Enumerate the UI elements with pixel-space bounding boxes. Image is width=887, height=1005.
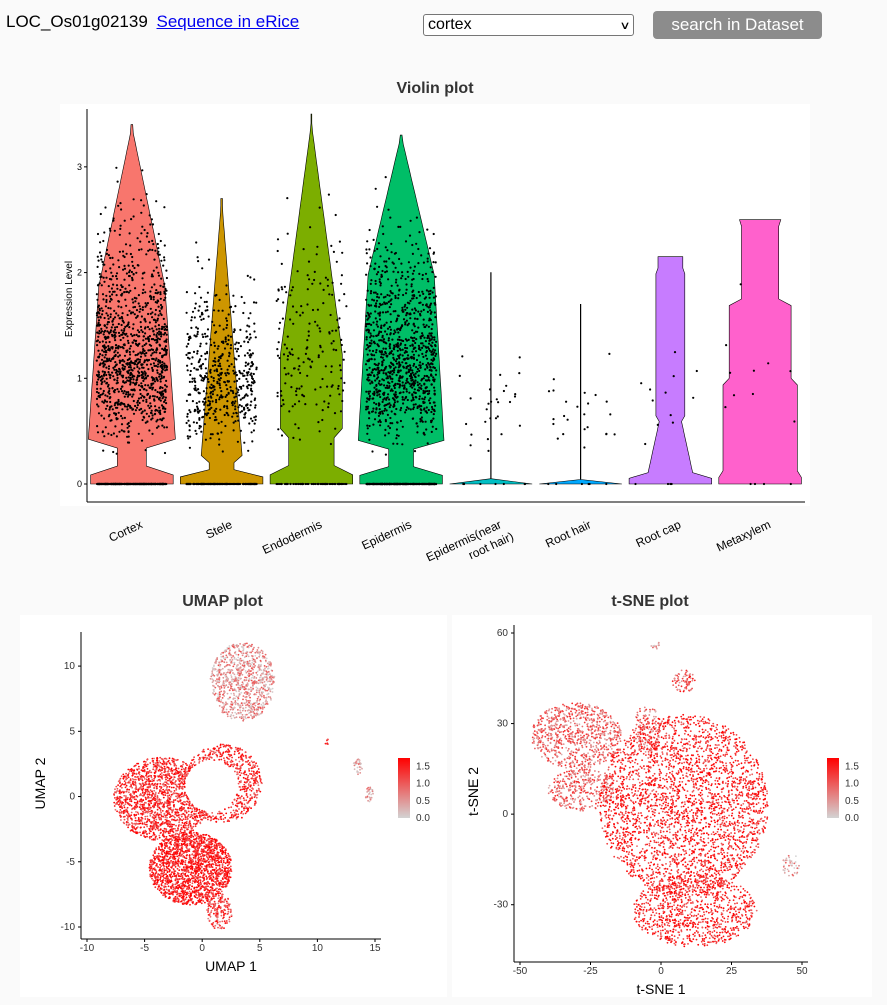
y-tick-label: 0 xyxy=(502,809,508,820)
violin-shape xyxy=(87,124,176,485)
violin-points xyxy=(547,352,616,486)
violin-points xyxy=(458,355,527,486)
umap-plot: -10 -5 0 5 10 15 -10 -5 0 5 10 UMAP 1 UMAP 2 0.0 0.5 1.… xyxy=(32,632,430,974)
y-axis-label: t-SNE 2 xyxy=(465,767,481,816)
violin-plot: Expression Level 0 1 2 3 xyxy=(64,109,805,503)
color-legend-bar xyxy=(827,758,839,818)
y-tick-label: -5 xyxy=(66,857,75,868)
scatter-points xyxy=(531,641,800,948)
legend-tick-label: 1.5 xyxy=(416,762,430,773)
violin-shape xyxy=(449,272,533,485)
x-tick-label: 5 xyxy=(257,943,263,954)
x-tick-label: -25 xyxy=(583,966,598,977)
violin-points xyxy=(364,176,438,486)
chevron-down-icon: ∨ xyxy=(619,19,631,32)
violin-shape xyxy=(539,304,622,485)
gene-header: LOC_Os01g02139 Sequence in eRice xyxy=(6,12,299,32)
violin-x-tick-label: Epidermis(nearroot hair) xyxy=(424,515,516,576)
x-tick-label: 50 xyxy=(796,966,808,977)
tsne-plot: -50 -25 0 25 50 -30 0 30 60 t-SNE 1 t-SNE 2 0.0 0.5 1… xyxy=(465,625,859,997)
violin-x-tick-label: Metaxylem xyxy=(714,517,772,554)
y-tick-label: 60 xyxy=(497,628,509,639)
violin-y-tick-label: 3 xyxy=(77,162,82,172)
violin-y-tick-label: 2 xyxy=(77,268,82,278)
y-axis-label: UMAP 2 xyxy=(32,757,48,809)
violin-points xyxy=(95,166,169,486)
x-axis-label: t-SNE 1 xyxy=(636,981,685,997)
gene-id: LOC_Os01g02139 xyxy=(6,12,148,31)
x-tick-label: 25 xyxy=(726,966,738,977)
violin-points xyxy=(185,241,258,486)
violin-shape xyxy=(269,113,353,485)
legend-tick-label: 0.0 xyxy=(845,813,859,824)
violin-shape xyxy=(718,219,802,485)
violin-x-tick-label: Stele xyxy=(204,517,235,541)
x-axis-label: UMAP 1 xyxy=(205,958,257,974)
legend-tick-label: 1.0 xyxy=(845,779,859,790)
violin-y-tick-label: 0 xyxy=(77,479,82,489)
violin-shape xyxy=(628,256,712,485)
violin-x-tick-label: Epidermis xyxy=(359,517,413,552)
y-tick-label: 10 xyxy=(64,661,76,672)
x-tick-label: 0 xyxy=(658,966,664,977)
violin-points xyxy=(275,193,348,486)
x-tick-label: -50 xyxy=(513,966,528,977)
color-legend-bar xyxy=(398,758,410,818)
umap-plot-panel: -10 -5 0 5 10 15 -10 -5 0 5 10 UMAP 1 UMAP 2 0.0 0.5 1.… xyxy=(20,615,447,997)
search-dataset-button[interactable]: search in Dataset xyxy=(653,11,822,39)
umap-plot-title: UMAP plot xyxy=(182,593,263,610)
violin-x-axis-labels: Cortex Stele Endodermis Epidermis Epidermis(… xyxy=(107,515,773,576)
scatter-points xyxy=(113,642,374,930)
legend-tick-label: 1.0 xyxy=(416,779,430,790)
violin-x-tick-label: Cortex xyxy=(107,517,145,545)
y-tick-label: -30 xyxy=(494,900,509,911)
legend-tick-label: 1.5 xyxy=(845,762,859,773)
legend-tick-label: 0.0 xyxy=(416,813,430,824)
violin-x-tick-label: Endodermis xyxy=(260,517,324,557)
x-tick-label: 10 xyxy=(312,943,324,954)
tissue-select-value: cortex xyxy=(428,16,472,33)
y-tick-label: 30 xyxy=(497,719,509,730)
violin-y-axis-label: Expression Level xyxy=(64,261,75,337)
violin-plot-title: Violin plot xyxy=(396,80,474,97)
tsne-plot-panel: -50 -25 0 25 50 -30 0 30 60 t-SNE 1 t-SNE 2 0.0 0.5 1… xyxy=(452,615,872,997)
violin-x-tick-label: Root cap xyxy=(634,517,684,550)
erice-sequence-link[interactable]: Sequence in eRice xyxy=(156,12,300,31)
tsne-plot-title: t-SNE plot xyxy=(611,593,689,610)
violin-x-tick-label: Root hair xyxy=(543,517,593,550)
tissue-select[interactable]: cortex ∨ xyxy=(423,14,634,36)
y-tick-label: 5 xyxy=(69,726,75,737)
x-tick-label: 0 xyxy=(199,943,205,954)
violin-plot-panel: Expression Level 0 1 2 3 xyxy=(60,104,810,506)
x-tick-label: -5 xyxy=(140,943,149,954)
x-tick-label: 15 xyxy=(369,943,381,954)
violin-y-tick-label: 1 xyxy=(77,373,82,383)
legend-tick-label: 0.5 xyxy=(845,796,859,807)
x-tick-label: -10 xyxy=(80,943,95,954)
violin-points xyxy=(634,351,698,486)
violin-points xyxy=(724,283,796,486)
y-tick-label: -10 xyxy=(61,922,76,933)
legend-tick-label: 0.5 xyxy=(416,796,430,807)
y-tick-label: 0 xyxy=(69,792,75,803)
